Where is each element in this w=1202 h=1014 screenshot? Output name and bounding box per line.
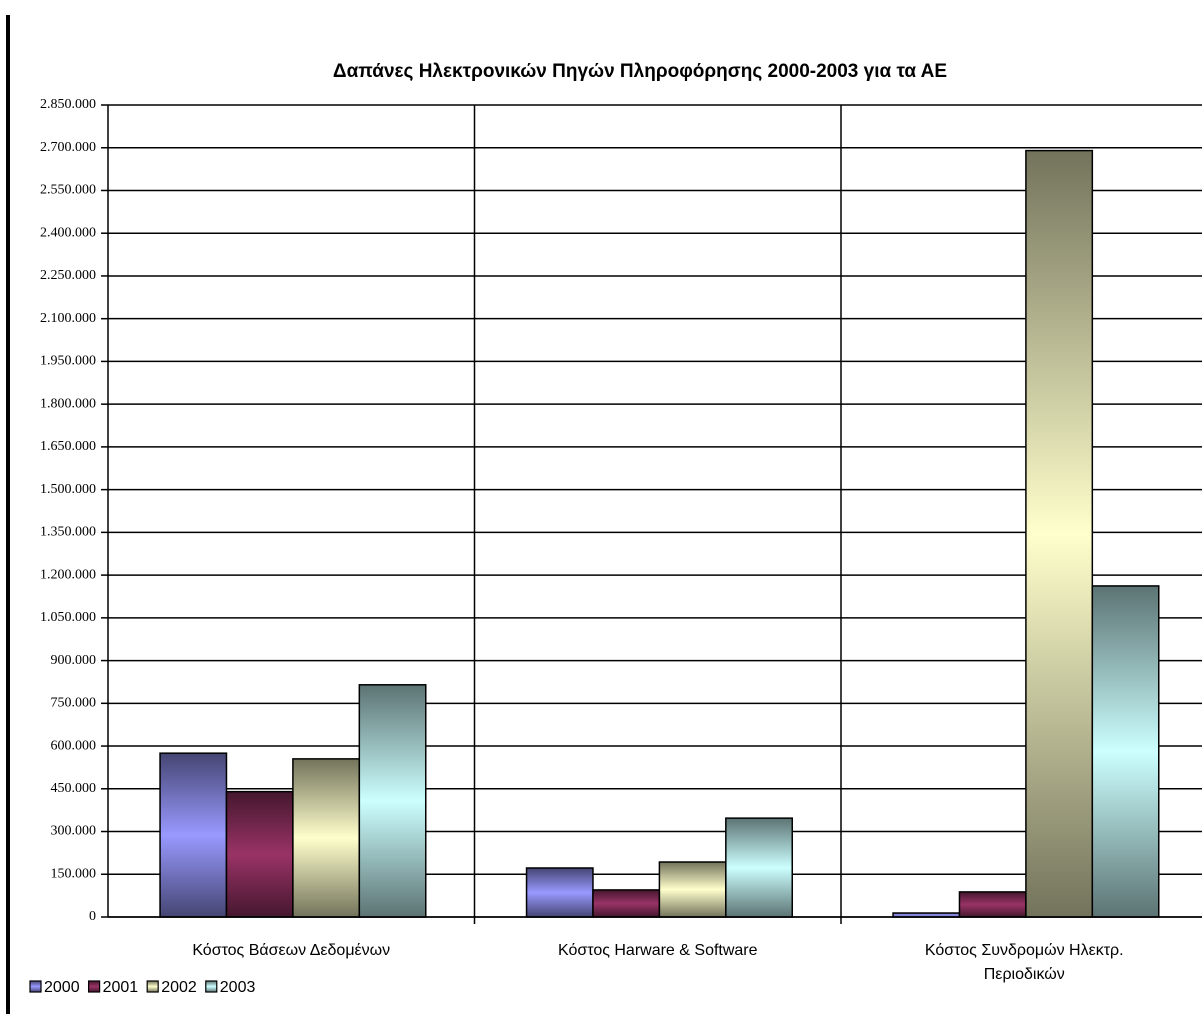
legend-label: 2003 [220,979,256,996]
bar [658,861,727,918]
y-tick-label: 2.250.000 [40,268,96,283]
x-tick-label: Κόστος Βάσεων Δεδομένων [192,942,391,959]
y-tick-label: 2.400.000 [40,225,96,240]
bar [525,867,594,918]
y-tick-label: 0 [89,909,96,924]
y-tick-label: 2.700.000 [40,140,96,155]
legend-label: 2000 [44,979,80,996]
y-tick-label: 1.350.000 [40,525,96,540]
bar [1025,149,1094,918]
bar [292,758,361,918]
x-tick-label: Κόστος Συνδρομών Ηλεκτρ. Περιοδικών [924,942,1124,983]
y-tick-label: 1.050.000 [40,610,96,625]
y-tick-label: 450.000 [51,781,97,796]
bar [159,752,228,918]
y-tick-label: 150.000 [51,866,97,881]
y-tick-label: 2.550.000 [40,183,96,198]
y-tick-label: 1.500.000 [40,482,96,497]
x-tick-label: Κόστος Harware & Software [557,942,758,959]
y-tick-label: 1.800.000 [40,396,96,411]
bar [358,684,427,918]
y-tick-label: 1.650.000 [40,439,96,454]
y-tick-label: 2.100.000 [40,311,96,326]
bar [725,817,794,918]
legend-swatch [87,980,101,993]
bar [1091,585,1160,918]
bar [958,891,1027,918]
legend-label: 2001 [103,979,139,996]
chart-title: Δαπάνες Ηλεκτρονικών Πηγών Πληροφόρησης … [333,61,947,82]
bar [225,790,294,918]
y-tick-label: 900.000 [51,653,97,668]
legend-swatch [146,980,159,993]
bar [592,889,661,918]
left-border [6,15,10,1014]
y-tick-label: 1.950.000 [40,354,96,369]
y-tick-label: 600.000 [51,738,97,753]
y-tick-label: 300.000 [51,824,97,839]
legend-swatch [205,980,218,993]
y-tick-label: 2.850.000 [40,97,96,112]
y-tick-label: 1.200.000 [40,567,96,582]
legend-label: 2002 [161,979,197,996]
legend-swatch [29,980,42,993]
y-tick-label: 750.000 [51,696,97,711]
